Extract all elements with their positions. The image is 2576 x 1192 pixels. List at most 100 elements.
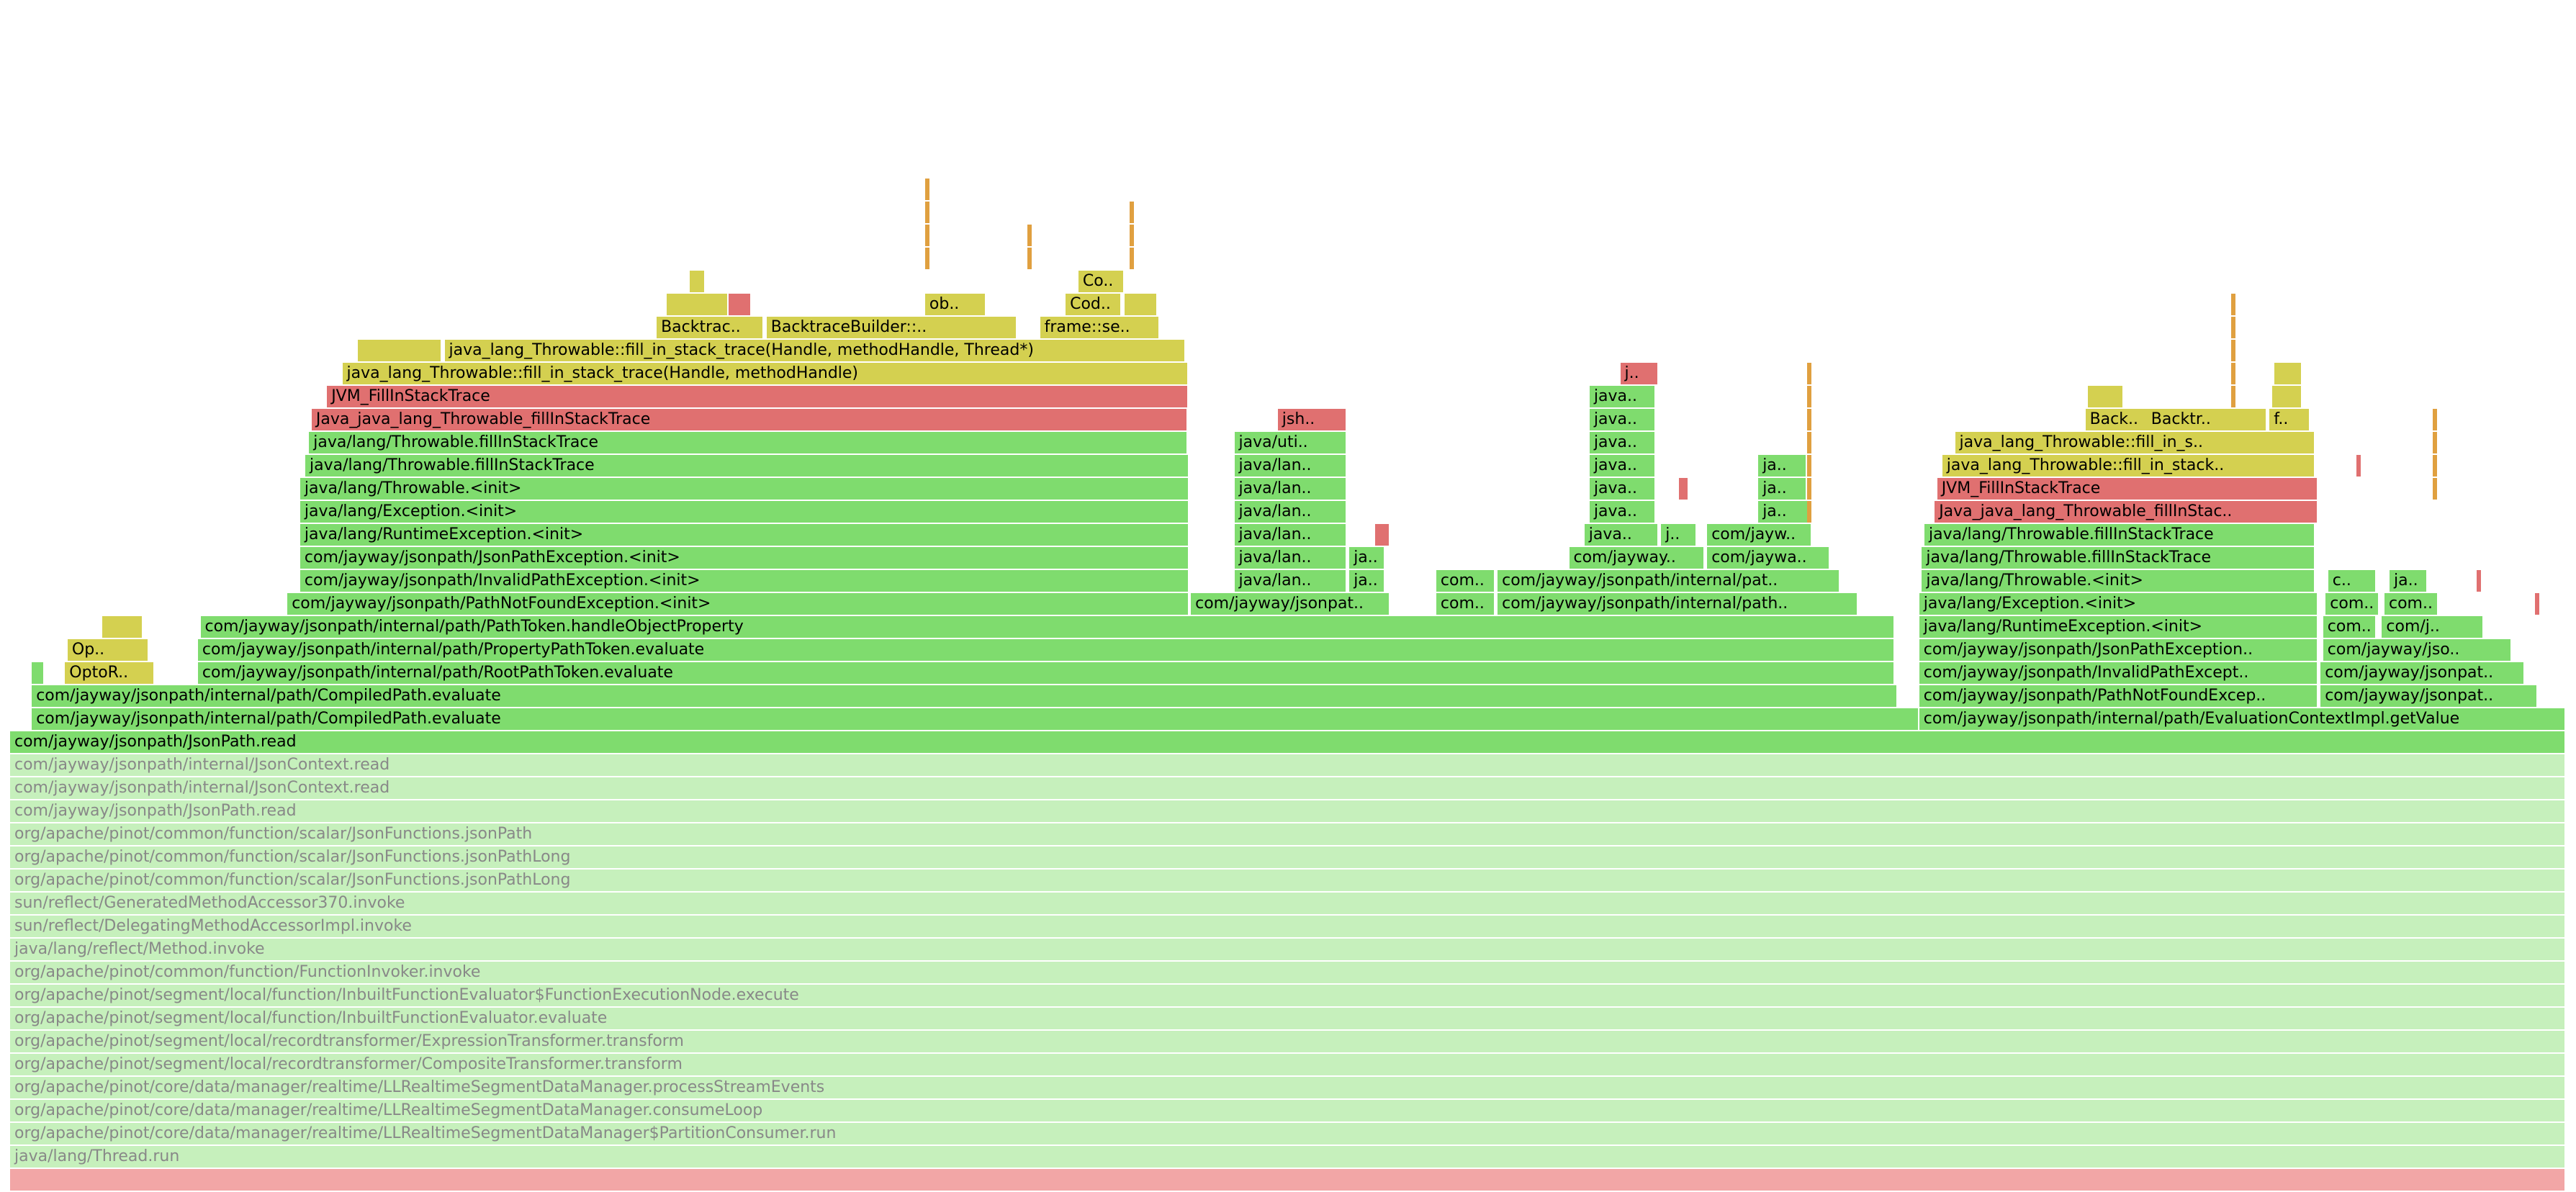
flame-frame[interactable]: com/jayway/jsonpath/PathNotFoundExceptio…	[287, 593, 1190, 616]
flame-frame[interactable]	[690, 271, 706, 294]
flame-frame[interactable]: BacktraceBuilder::..	[766, 317, 1017, 340]
flame-frame[interactable]	[2231, 340, 2237, 363]
flame-frame[interactable]	[924, 202, 931, 225]
flame-frame[interactable]	[32, 662, 45, 685]
flame-frame[interactable]	[1806, 386, 1813, 409]
flame-frame[interactable]: java/lan..	[1234, 501, 1347, 524]
flame-frame[interactable]: JVM_FillInStackTrace	[327, 386, 1189, 409]
flame-frame[interactable]: com/jayway/jsonpath/PathNotFoundExcep..	[1919, 685, 2318, 708]
flame-frame[interactable]	[1806, 409, 1813, 432]
flame-frame[interactable]: com..	[1436, 593, 1495, 616]
flame-frame[interactable]: ja..	[1758, 478, 1807, 501]
flame-frame[interactable]: org/apache/pinot/core/data/manager/realt…	[10, 1077, 2566, 1100]
flame-frame[interactable]: com/jayway/jsonpat..	[2320, 662, 2526, 685]
flame-frame[interactable]	[667, 294, 729, 317]
flame-frame[interactable]	[924, 179, 931, 202]
flame-frame[interactable]: java/lang/Throwable.<init>	[300, 478, 1190, 501]
flame-frame[interactable]: java..	[1584, 524, 1659, 547]
flame-frame[interactable]: java..	[1589, 455, 1657, 478]
flame-frame[interactable]: Backtr..	[2146, 409, 2267, 432]
flame-frame[interactable]: java..	[1589, 386, 1657, 409]
flame-frame[interactable]: ja..	[1758, 455, 1807, 478]
flame-frame[interactable]	[2231, 386, 2237, 409]
flame-frame[interactable]: org/apache/pinot/common/function/scalar/…	[10, 823, 2566, 846]
flame-frame[interactable]: com/jayway/jsonpath/internal/pat..	[1498, 570, 1840, 593]
flame-frame[interactable]: com/jayway/jsonpath/internal/JsonContext…	[10, 777, 2566, 800]
flame-frame[interactable]	[2476, 570, 2482, 593]
flame-frame[interactable]	[2433, 478, 2439, 501]
flame-frame[interactable]	[1806, 455, 1813, 478]
flame-frame[interactable]: Co..	[1078, 271, 1125, 294]
flame-frame[interactable]: org/apache/pinot/common/function/scalar/…	[10, 846, 2566, 870]
flame-frame[interactable]: jsh..	[1277, 409, 1347, 432]
flame-frame[interactable]	[2535, 593, 2541, 616]
flame-frame[interactable]: java/lan..	[1234, 478, 1347, 501]
flame-frame[interactable]: com/jayway/jsonpath/InvalidPathException…	[300, 570, 1190, 593]
flame-frame[interactable]: java..	[1589, 432, 1657, 455]
flame-frame[interactable]	[1806, 432, 1813, 455]
flame-frame[interactable]	[1129, 248, 1135, 271]
flame-frame[interactable]	[2231, 294, 2237, 317]
flame-frame[interactable]: java/lan..	[1234, 547, 1347, 570]
flame-frame[interactable]	[2274, 363, 2303, 386]
flame-frame[interactable]: Java_java_lang_Throwable_fillInStac..	[1935, 501, 2318, 524]
flame-frame[interactable]	[1679, 478, 1690, 501]
flame-frame[interactable]: sun/reflect/GeneratedMethodAccessor370.i…	[10, 893, 2566, 916]
flame-frame[interactable]	[1806, 501, 1813, 524]
flame-frame[interactable]	[2088, 386, 2124, 409]
flame-frame[interactable]	[1374, 524, 1390, 547]
flame-frame[interactable]: Backtrac..	[657, 317, 765, 340]
flame-frame[interactable]: java/lang/Thread.run	[10, 1146, 2566, 1169]
flame-frame[interactable]: com/jayway/jsonpath/JsonPath.read	[10, 731, 2566, 754]
flame-frame[interactable]: org/apache/pinot/common/function/scalar/…	[10, 870, 2566, 893]
flame-frame[interactable]: com/jayway/jsonpath/internal/path/Proper…	[197, 639, 1896, 662]
flame-frame[interactable]: java_lang_Throwable::fill_in_stack_trace…	[342, 363, 1189, 386]
flame-frame[interactable]: com/jayway/jsonpath/internal/path/Evalua…	[1919, 708, 2566, 731]
flame-frame[interactable]: com/jayway/jsonpat..	[2320, 685, 2538, 708]
flame-frame[interactable]	[10, 1169, 2566, 1192]
flame-frame[interactable]	[2356, 455, 2362, 478]
flame-frame[interactable]: com/j..	[2382, 616, 2485, 639]
flame-frame[interactable]: com..	[2325, 593, 2379, 616]
flame-frame[interactable]: java/lang/Exception.<init>	[300, 501, 1190, 524]
flame-frame[interactable]: com/jayway/jsonpath/internal/path..	[1498, 593, 1858, 616]
flame-frame[interactable]: Op..	[67, 639, 150, 662]
flame-frame[interactable]: java/lang/RuntimeException.<init>	[300, 524, 1190, 547]
flame-frame[interactable]: org/apache/pinot/common/function/Functio…	[10, 962, 2566, 985]
flame-frame[interactable]: java..	[1589, 501, 1657, 524]
flame-frame[interactable]: com/jayway/jsonpath/internal/path/PathTo…	[200, 616, 1896, 639]
flame-frame[interactable]: java..	[1589, 478, 1657, 501]
flame-frame[interactable]: com/jayway/jsonpath/internal/path/Compil…	[32, 685, 1898, 708]
flame-frame[interactable]: JVM_FillInStackTrace	[1937, 478, 2318, 501]
flame-frame[interactable]: com/jayway/jsonpath/InvalidPathExcept..	[1919, 662, 2318, 685]
flame-frame[interactable]: OptoR..	[65, 662, 155, 685]
flame-frame[interactable]: java/lan..	[1234, 524, 1347, 547]
flame-frame[interactable]: java/lang/Throwable.<init>	[1922, 570, 2316, 593]
flame-frame[interactable]: java/lan..	[1234, 455, 1347, 478]
flame-frame[interactable]: j..	[1620, 363, 1659, 386]
flame-frame[interactable]: com/jaywa..	[1707, 547, 1830, 570]
flame-frame[interactable]: j..	[1661, 524, 1697, 547]
flame-frame[interactable]: java/lang/Throwable.fillInStackTrace	[1922, 547, 2316, 570]
flame-frame[interactable]: java_lang_Throwable::fill_in_s..	[1955, 432, 2315, 455]
flame-frame[interactable]: f..	[2269, 409, 2310, 432]
flame-frame[interactable]: com..	[1436, 570, 1495, 593]
flame-frame[interactable]: com/jayway/jso..	[2323, 639, 2513, 662]
flame-frame[interactable]: c..	[2328, 570, 2377, 593]
flame-frame[interactable]: com..	[2384, 593, 2438, 616]
flame-frame[interactable]: com/jayway/jsonpath/JsonPathException..	[1919, 639, 2318, 662]
flame-frame[interactable]: com/jayway/jsonpath/JsonPathException.<i…	[300, 547, 1190, 570]
flame-frame[interactable]	[1129, 225, 1135, 248]
flame-frame[interactable]: java/lang/reflect/Method.invoke	[10, 939, 2566, 962]
flame-frame[interactable]: com/jayway/jsonpath/internal/path/Compil…	[32, 708, 1919, 731]
flame-frame[interactable]: com/jayway/jsonpath/internal/path/RootPa…	[197, 662, 1896, 685]
flame-frame[interactable]: org/apache/pinot/core/data/manager/realt…	[10, 1123, 2566, 1146]
flame-frame[interactable]: java..	[1589, 409, 1657, 432]
flame-frame[interactable]	[924, 225, 931, 248]
flame-frame[interactable]	[728, 294, 752, 317]
flame-frame[interactable]	[1027, 225, 1033, 248]
flame-frame[interactable]: org/apache/pinot/segment/local/recordtra…	[10, 1031, 2566, 1054]
flame-frame[interactable]	[1806, 478, 1813, 501]
flame-frame[interactable]	[357, 340, 442, 363]
flame-frame[interactable]: Cod..	[1066, 294, 1122, 317]
